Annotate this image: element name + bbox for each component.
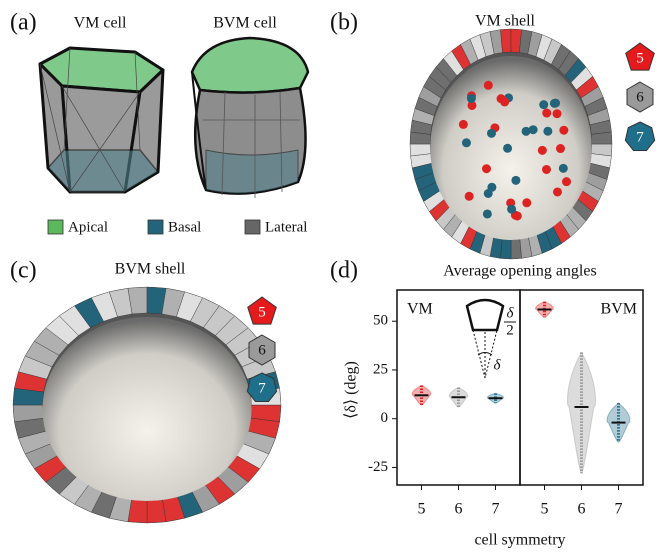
shell-spot bbox=[539, 100, 548, 109]
legend-label: Lateral bbox=[265, 219, 307, 235]
shell-spot bbox=[459, 120, 468, 129]
figure: (a) VM cell BVM cell (b) VM shell (c) BV… bbox=[0, 0, 660, 552]
legend-swatch bbox=[48, 220, 63, 234]
shell-spot bbox=[542, 109, 551, 118]
shell-spot bbox=[556, 144, 565, 153]
shell-spot bbox=[465, 192, 474, 201]
y-tick-label: -25 bbox=[368, 459, 388, 475]
x-tick-label: 6 bbox=[455, 501, 463, 518]
shell-spot bbox=[487, 183, 496, 192]
subplot-label: VM bbox=[407, 301, 433, 318]
x-tick-label: 6 bbox=[578, 501, 586, 518]
legend: Apical Basal Lateral bbox=[48, 219, 307, 235]
badge-label: 6 bbox=[258, 342, 266, 358]
legend-swatch bbox=[148, 220, 163, 234]
x-tick-label: 7 bbox=[615, 501, 623, 518]
shell-spot bbox=[483, 209, 492, 218]
chart-title: Average opening angles bbox=[443, 263, 596, 280]
badge-label: 5 bbox=[258, 304, 266, 320]
inset-label: 2 bbox=[506, 322, 514, 338]
badge-label: 7 bbox=[636, 129, 644, 145]
y-axis-label: ⟨δ⟩ (deg) bbox=[343, 361, 360, 419]
shell-spot bbox=[511, 176, 520, 185]
inset-cell bbox=[467, 300, 503, 330]
panel-title: VM shell bbox=[475, 13, 536, 30]
shell-spot bbox=[522, 198, 531, 207]
x-tick-label: 5 bbox=[418, 501, 426, 518]
shell-spot bbox=[542, 165, 551, 174]
y-tick-label: 25 bbox=[373, 361, 388, 377]
panel-title: BVM cell bbox=[213, 15, 277, 32]
legend-label: Basal bbox=[168, 219, 201, 235]
shell-spot bbox=[482, 164, 491, 173]
inset-label: δ bbox=[494, 357, 502, 373]
shell-spot bbox=[553, 109, 562, 118]
shell-spot bbox=[462, 138, 471, 147]
inset-label: δ bbox=[507, 305, 515, 321]
panel-label: (b) bbox=[330, 10, 358, 36]
shell-spot bbox=[507, 205, 516, 214]
panel-title: BVM shell bbox=[115, 261, 186, 278]
shell-spot bbox=[550, 99, 559, 108]
shell-spot bbox=[529, 125, 538, 134]
shell-spot bbox=[562, 177, 571, 186]
shell-spot bbox=[559, 126, 568, 135]
shell-spot bbox=[500, 97, 509, 106]
legend-label: Apical bbox=[68, 219, 108, 235]
shell-inner bbox=[42, 317, 251, 501]
badge-label: 7 bbox=[258, 380, 266, 396]
y-tick-label: 0 bbox=[381, 410, 389, 426]
panel-label: (a) bbox=[10, 10, 37, 36]
shell-spot bbox=[487, 129, 496, 138]
shell-spot bbox=[559, 164, 568, 173]
panel-label: (c) bbox=[10, 258, 37, 284]
shell-spot bbox=[553, 187, 562, 196]
panel-title: VM cell bbox=[74, 15, 127, 32]
legend-swatch bbox=[245, 220, 260, 234]
x-tick-label: 7 bbox=[492, 501, 500, 518]
bvm-shell bbox=[13, 287, 281, 523]
badge-label: 6 bbox=[636, 89, 644, 105]
panel-label: (d) bbox=[330, 258, 358, 284]
bvm-cell bbox=[192, 38, 308, 198]
x-axis-label: cell symmetry bbox=[474, 532, 565, 549]
subplot-label: BVM bbox=[601, 301, 637, 318]
shell-spot bbox=[543, 127, 552, 136]
shell-spot bbox=[538, 146, 547, 155]
vm-shell bbox=[410, 29, 612, 259]
y-tick-label: 50 bbox=[373, 313, 388, 329]
shell-spot bbox=[503, 144, 512, 153]
x-tick-label: 5 bbox=[541, 501, 549, 518]
vm-cell bbox=[40, 48, 163, 192]
badge-label: 5 bbox=[636, 50, 644, 66]
shell-spot bbox=[484, 81, 493, 90]
shell-spot bbox=[467, 94, 476, 103]
